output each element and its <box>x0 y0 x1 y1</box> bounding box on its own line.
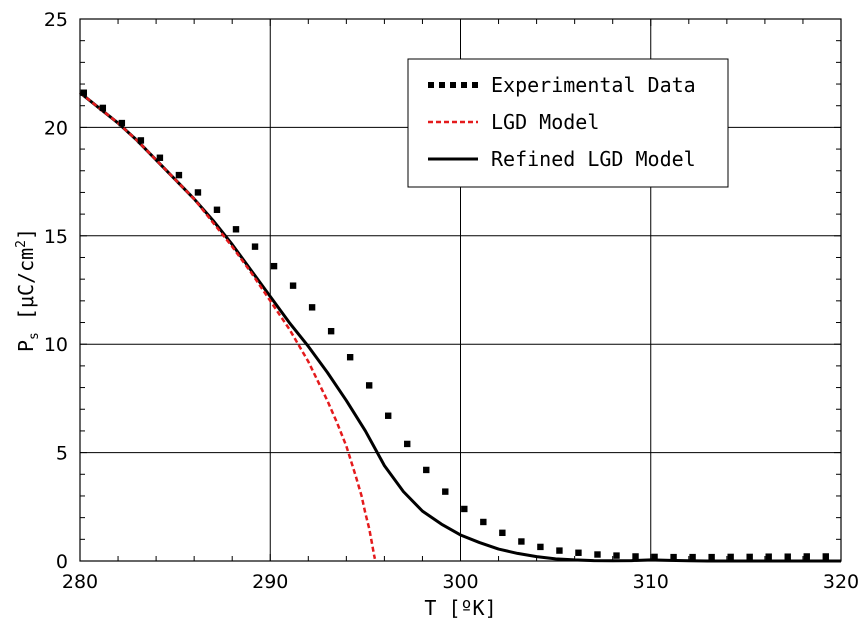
data-point <box>175 171 183 179</box>
legend-label-lgd: LGD Model <box>491 110 599 134</box>
data-point <box>327 327 335 335</box>
data-point <box>80 89 88 96</box>
data-point <box>99 104 107 112</box>
series-line <box>79 91 377 560</box>
y-axis-label-units: [μC/cm <box>14 248 38 332</box>
data-point <box>670 553 677 561</box>
data-point <box>289 282 297 289</box>
data-point <box>556 547 563 554</box>
data-point <box>385 412 392 419</box>
series-experimental-data <box>80 89 829 561</box>
data-point <box>689 553 696 561</box>
data-point <box>270 262 278 270</box>
y-tick-label: 25 <box>44 9 68 31</box>
data-point <box>137 137 145 144</box>
data-point <box>594 551 601 558</box>
data-point <box>518 538 525 545</box>
y-tick-label: 10 <box>44 334 68 356</box>
data-point <box>365 382 373 389</box>
data-point <box>118 119 126 127</box>
series-lgd-model <box>79 91 377 560</box>
data-point <box>632 553 639 560</box>
x-tick-label: 310 <box>633 571 669 593</box>
data-point <box>480 518 487 526</box>
data-point <box>308 304 316 311</box>
x-tick-label: 300 <box>442 571 478 593</box>
y-axis-label-subscript: s <box>27 332 42 340</box>
y-tick-label: 0 <box>56 551 68 573</box>
data-point <box>251 243 259 250</box>
ticks <box>79 18 842 562</box>
data-point <box>537 543 544 551</box>
legend-label-refined: Refined LGD Model <box>491 147 696 171</box>
legend: Experimental Data LGD Model Refined LGD … <box>407 58 729 188</box>
data-point <box>803 553 810 560</box>
x-tick-label: 280 <box>62 571 98 593</box>
data-point <box>346 354 354 361</box>
y-axis-label: Ps [μC/cm2] <box>14 228 42 352</box>
data-point <box>575 549 582 556</box>
y-axis-label-superscript: 2 <box>14 240 29 248</box>
y-tick-label: 15 <box>44 226 68 248</box>
y-axis-label-close: ] <box>14 228 38 240</box>
data-point <box>765 553 772 560</box>
x-tick-label: 290 <box>252 571 288 593</box>
y-tick-label: 5 <box>56 443 68 465</box>
data-point <box>746 553 753 561</box>
data-point <box>194 189 202 196</box>
x-tick-label: 320 <box>823 571 859 593</box>
legend-label-experimental: Experimental Data <box>491 73 696 97</box>
data-point <box>499 529 506 537</box>
data-point <box>651 553 658 561</box>
data-point <box>784 553 791 560</box>
data-point <box>708 553 715 561</box>
y-tick-labels: 0 5 10 15 20 25 <box>44 9 68 573</box>
y-axis-label-main: P <box>14 340 38 352</box>
data-point <box>232 226 240 233</box>
y-tick-label: 20 <box>44 117 68 139</box>
data-point <box>442 488 449 495</box>
data-point <box>156 154 164 161</box>
data-point <box>822 553 829 560</box>
plot-frame <box>79 18 842 562</box>
data-point <box>613 552 620 559</box>
data-point <box>404 440 411 448</box>
data-point <box>423 466 430 474</box>
x-tick-labels: 280 290 300 310 320 <box>62 571 859 593</box>
data-point <box>213 206 221 213</box>
data-point <box>461 505 468 513</box>
x-axis-label: T [ºK] <box>424 596 496 620</box>
data-point <box>727 553 734 561</box>
